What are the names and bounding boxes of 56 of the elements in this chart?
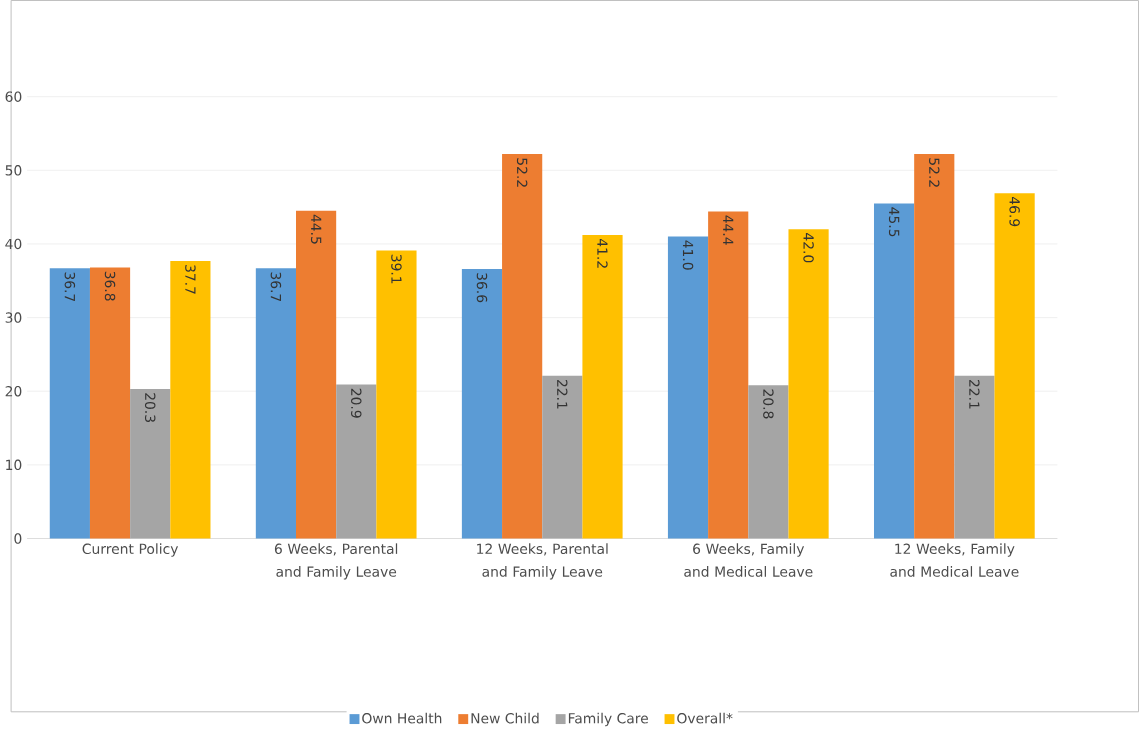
data-label: 37.7 <box>185 264 196 294</box>
data-label: 41.2 <box>597 238 608 268</box>
x-tick-label: 12 Weeks, Family and Medical Leave <box>890 543 1019 577</box>
data-label: 22.1 <box>969 379 980 409</box>
bar <box>170 260 211 539</box>
x-tick-label: 12 Weeks, Parental and Family Leave <box>477 543 608 580</box>
bar <box>296 210 337 539</box>
bar <box>788 229 829 539</box>
data-label: 20.3 <box>144 393 156 422</box>
bar <box>582 234 623 539</box>
bar <box>130 388 171 539</box>
data-label: 36.7 <box>270 272 282 301</box>
data-label: 36.6 <box>476 273 488 302</box>
y-tick-label: 10 <box>6 459 22 470</box>
bar <box>873 203 915 539</box>
bar <box>376 250 417 539</box>
legend-label: Overall* <box>677 712 733 724</box>
data-label: 22.1 <box>557 379 568 409</box>
y-tick-label: 50 <box>5 164 22 176</box>
bar <box>994 192 1035 539</box>
bar <box>49 268 90 539</box>
bar <box>542 375 583 539</box>
bar <box>255 268 296 539</box>
bar <box>89 267 131 539</box>
data-label: 20.9 <box>351 388 362 418</box>
y-tick-label: 40 <box>5 238 22 250</box>
bar <box>667 236 709 539</box>
data-label: 45.5 <box>888 207 900 237</box>
bar <box>336 384 377 539</box>
data-label: 36.7 <box>64 272 76 301</box>
y-tick-label: 20 <box>5 385 22 397</box>
bar <box>502 153 543 539</box>
y-tick-label: 60 <box>5 91 22 102</box>
data-label: 36.8 <box>104 271 116 301</box>
x-tick-label: Current Policy <box>82 543 179 557</box>
data-label: 44.4 <box>723 215 734 245</box>
legend-label: Family Care <box>568 712 648 727</box>
data-label: 46.9 <box>1009 196 1020 227</box>
x-tick-label: 6 Weeks, Family and Medical Leave <box>684 543 813 577</box>
bar <box>461 268 503 539</box>
bar <box>954 375 995 539</box>
x-tick-label: 6 Weeks, Parental and Family Leave <box>274 543 398 580</box>
legend-label: Own Health <box>362 712 442 724</box>
data-label: 39.1 <box>391 254 402 284</box>
legend-label: New Child <box>471 712 539 724</box>
data-label: 52.2 <box>516 158 528 187</box>
data-label: 44.5 <box>310 214 322 244</box>
bar <box>914 153 955 539</box>
y-tick-label: 30 <box>5 312 22 323</box>
bar <box>748 385 789 539</box>
bar <box>708 211 749 539</box>
data-label: 42.0 <box>803 232 814 263</box>
data-label: 52.2 <box>929 158 940 187</box>
y-tick-label: 0 <box>14 533 22 544</box>
data-label: 20.8 <box>763 389 774 419</box>
data-label: 41.0 <box>682 240 694 270</box>
